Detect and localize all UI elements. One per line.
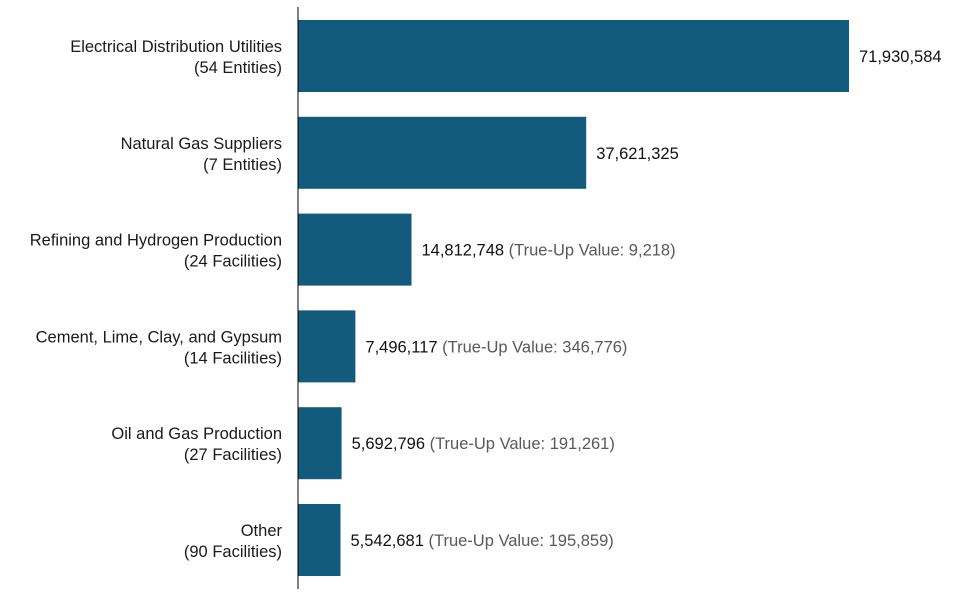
bars-group — [298, 20, 849, 576]
value-number-4: 5,692,796 — [352, 435, 425, 453]
bar-1 — [298, 116, 587, 189]
category-label-5: Other — [241, 522, 283, 540]
labels-group: Electrical Distribution Utilities (54 Ent… — [30, 38, 942, 561]
value-number-3: 7,496,117 — [365, 338, 437, 356]
true-up-label-5: (True-Up Value: 195,859) — [424, 532, 614, 550]
category-label-1: Natural Gas Suppliers — [121, 135, 282, 153]
value-number-5: 5,542,681 — [351, 532, 424, 550]
true-up-label-2: (True-Up Value: 9,218) — [504, 242, 676, 260]
category-count-2: (24 Facilities) — [184, 253, 282, 271]
value-label-0: 71,930,584 — [859, 48, 942, 66]
category-count-5: (90 Facilities) — [184, 543, 282, 561]
bar-5 — [298, 504, 341, 576]
value-number-0: 71,930,584 — [859, 48, 942, 66]
category-count-0: (54 Entities) — [194, 59, 282, 77]
true-up-label-3: (True-Up Value: 346,776) — [438, 338, 628, 356]
value-label-4: 5,692,796 (True-Up Value: 191,261) — [352, 435, 615, 453]
bar-2 — [298, 213, 412, 286]
category-count-4: (27 Facilities) — [184, 446, 282, 464]
category-count-3: (14 Facilities) — [184, 349, 282, 367]
category-label-0: Electrical Distribution Utilities — [70, 38, 282, 56]
bar-4 — [298, 407, 342, 480]
category-label-4: Oil and Gas Production — [111, 425, 282, 443]
value-label-1: 37,621,325 — [596, 145, 679, 163]
value-label-5: 5,542,681 (True-Up Value: 195,859) — [351, 532, 614, 550]
value-number-1: 37,621,325 — [596, 145, 679, 163]
category-label-3: Cement, Lime, Clay, and Gypsum — [36, 328, 282, 346]
value-label-2: 14,812,748 (True-Up Value: 9,218) — [422, 242, 676, 260]
bar-3 — [298, 310, 356, 383]
category-label-2: Refining and Hydrogen Production — [30, 232, 282, 250]
category-count-1: (7 Entities) — [203, 156, 282, 174]
bar-0 — [298, 20, 849, 92]
value-label-3: 7,496,117 (True-Up Value: 346,776) — [365, 338, 627, 356]
true-up-label-4: (True-Up Value: 191,261) — [425, 435, 615, 453]
value-number-2: 14,812,748 — [422, 242, 505, 260]
